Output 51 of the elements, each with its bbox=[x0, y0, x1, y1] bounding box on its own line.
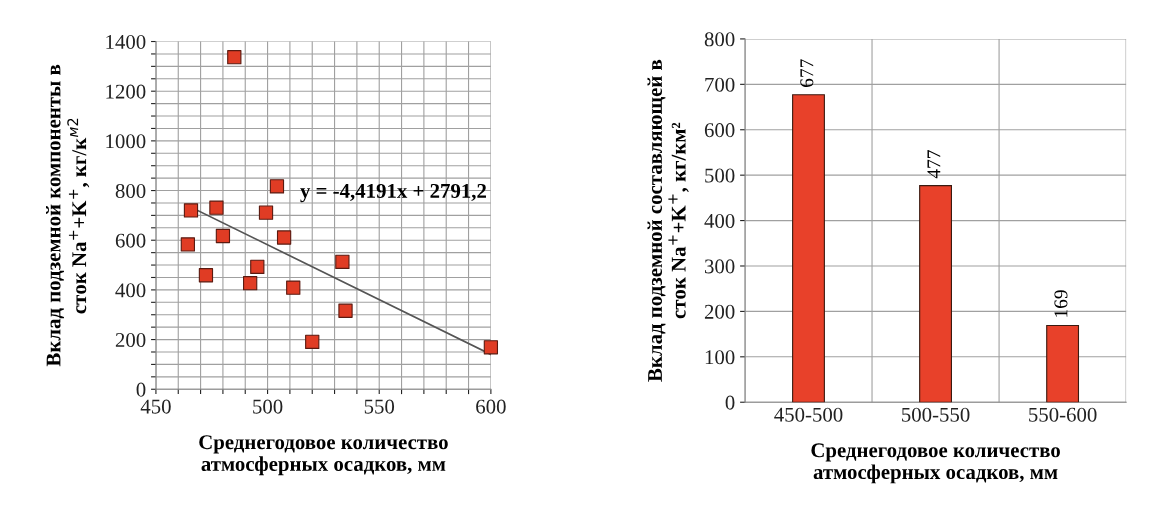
y-tick-label: 0 bbox=[725, 395, 735, 410]
data-label: 477 bbox=[927, 150, 941, 179]
x-axis-title: Среднегодовое количество атмосферных осадков, мм bbox=[199, 435, 448, 476]
point bbox=[335, 254, 350, 269]
point bbox=[243, 276, 258, 291]
point bbox=[483, 340, 499, 355]
point bbox=[305, 334, 320, 349]
y-tick-label: 800 bbox=[704, 32, 735, 47]
bar bbox=[919, 185, 952, 403]
annotation: y = -4,4191x + 2791,2 bbox=[300, 183, 486, 203]
y-tick-label: 600 bbox=[704, 123, 735, 138]
y-tick-label: 400 bbox=[115, 283, 146, 298]
y-tick-label: 0 bbox=[136, 382, 146, 397]
data-label: 677 bbox=[800, 59, 814, 87]
point bbox=[215, 228, 231, 244]
x-tick-label: 450-500 bbox=[774, 407, 843, 422]
y-tick-label: 200 bbox=[704, 304, 735, 319]
y-tick-label: 800 bbox=[115, 183, 146, 198]
y-tick-label: 200 bbox=[115, 332, 146, 348]
point bbox=[183, 203, 199, 218]
point bbox=[180, 237, 196, 252]
x-axis-title: Среднегодовое количество атмосферных осадков, мм bbox=[811, 443, 1060, 484]
y-axis-title: Вклад подземной составляющей в сток Na$^{+}$+K$^{+}$, кг/км² bbox=[647, 59, 689, 382]
x-tick-label: 600 bbox=[476, 399, 506, 414]
point bbox=[250, 259, 265, 274]
point bbox=[258, 205, 274, 220]
x-tick-label: 500-550 bbox=[902, 407, 970, 422]
data-label: 169 bbox=[1054, 290, 1068, 317]
y-tick-label: 1200 bbox=[106, 84, 146, 99]
y-tick-label: 1000 bbox=[106, 134, 146, 149]
y-tick-label: 300 bbox=[705, 259, 735, 274]
x-tick-label: 550-600 bbox=[1029, 407, 1097, 422]
point bbox=[338, 303, 353, 318]
y-tick-label: 100 bbox=[705, 350, 735, 365]
y-tick-label: 500 bbox=[705, 168, 735, 183]
bar bbox=[1046, 324, 1080, 403]
x-tick-label: 450 bbox=[140, 399, 171, 414]
point bbox=[286, 280, 301, 295]
y-tick-label: 400 bbox=[704, 213, 735, 229]
y-axis-title: Вклад подземной компоненты в сток Na$^{+}$+K$^{+}$, кг/к$^{м2}$ bbox=[46, 64, 90, 367]
y-tick-label: 1400 bbox=[106, 34, 146, 49]
point bbox=[269, 179, 285, 194]
x-tick-label: 550 bbox=[364, 399, 395, 414]
point bbox=[227, 50, 242, 65]
y-tick-label: 700 bbox=[705, 77, 735, 92]
x-tick-label: 500 bbox=[253, 399, 283, 414]
point bbox=[276, 230, 292, 245]
bar bbox=[792, 94, 825, 403]
point bbox=[209, 200, 224, 215]
point bbox=[198, 268, 214, 283]
y-tick-label: 600 bbox=[115, 233, 146, 248]
